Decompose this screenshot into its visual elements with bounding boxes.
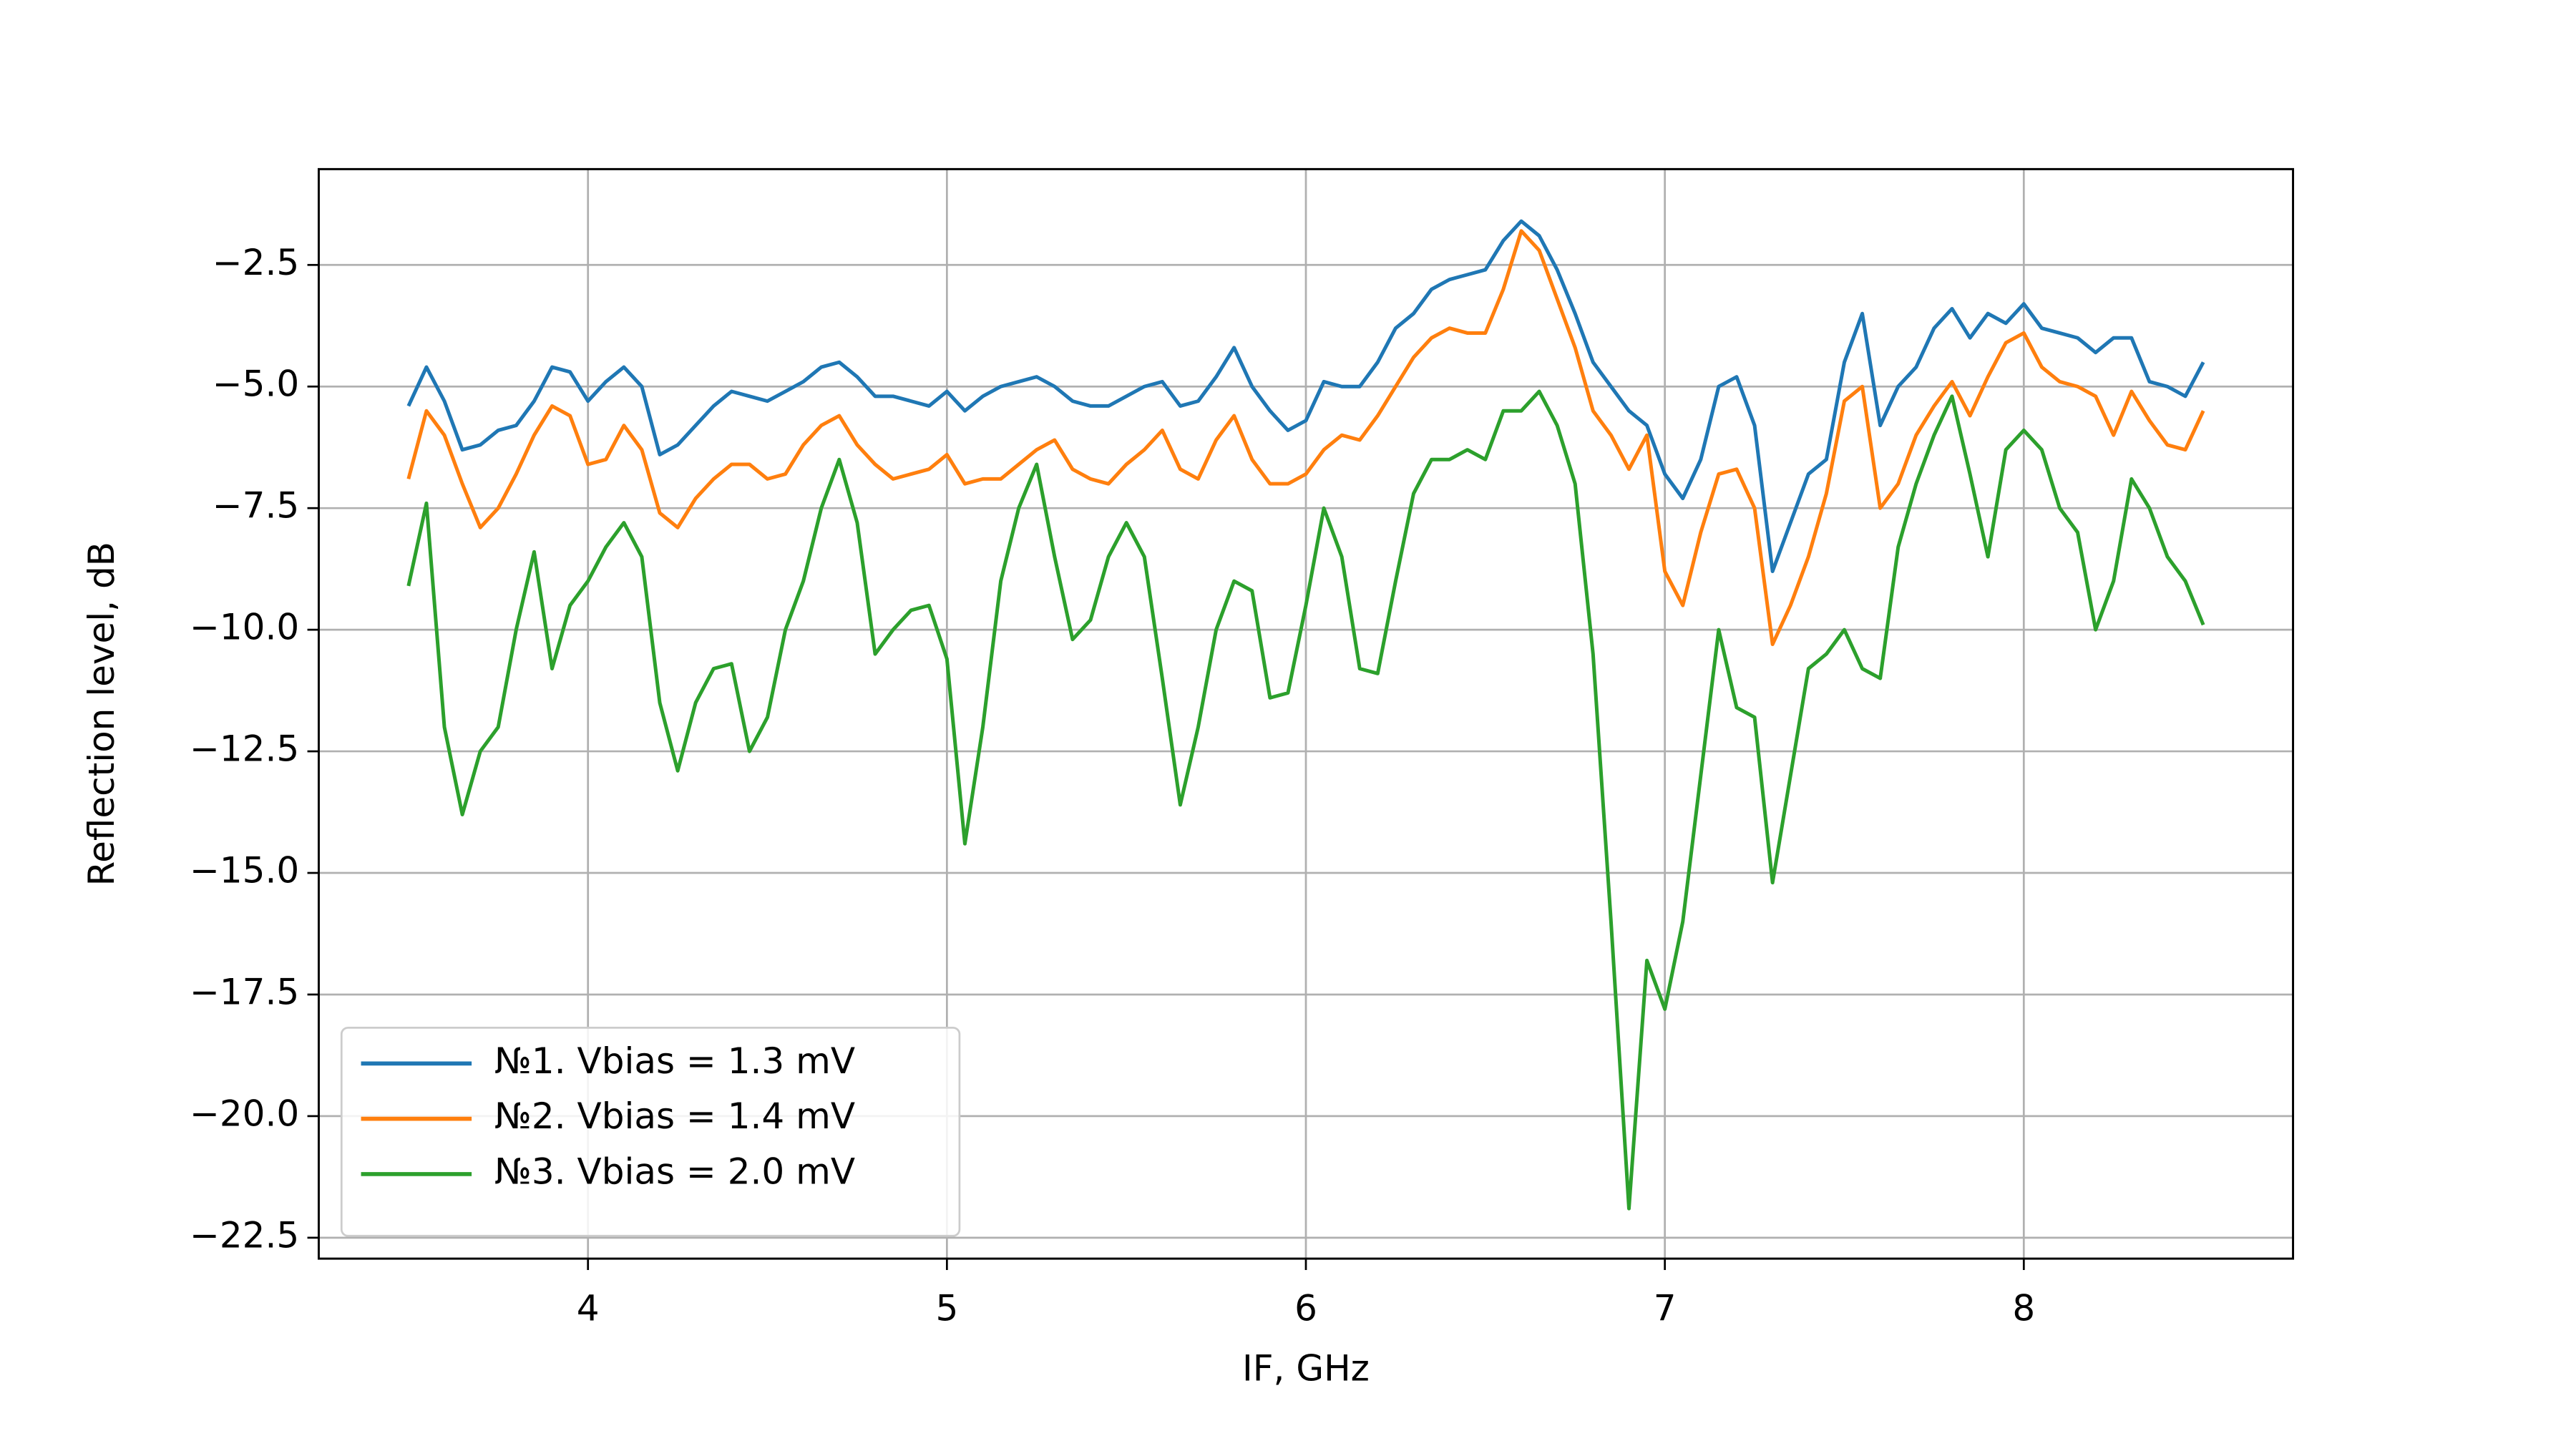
- data-line: [406, 389, 2205, 1211]
- x-tick-label: 4: [577, 1287, 600, 1329]
- data-line: [406, 229, 2205, 647]
- x-tick-label: 7: [1654, 1287, 1677, 1329]
- x-axis-label: IF, GHz: [1242, 1347, 1370, 1389]
- plot-frame: [317, 167, 2295, 1260]
- data-line: [406, 219, 2205, 574]
- y-tick-label: −5.0: [213, 363, 299, 405]
- x-tick-label: 5: [935, 1287, 958, 1329]
- x-tick-label: 8: [2012, 1287, 2035, 1329]
- legend-box: [340, 1027, 961, 1237]
- y-tick-label: −15.0: [190, 850, 299, 892]
- legend-label: №1. Vbias = 1.3 mV: [494, 1040, 855, 1082]
- y-tick-label: −20.0: [190, 1093, 299, 1134]
- y-tick-label: −22.5: [190, 1214, 299, 1256]
- legend-label: №2. Vbias = 1.4 mV: [494, 1095, 855, 1137]
- legend-label: №3. Vbias = 2.0 mV: [494, 1151, 855, 1192]
- x-tick-label: 6: [1294, 1287, 1317, 1329]
- y-tick-label: −2.5: [213, 242, 299, 283]
- y-axis-label: Reflection level, dB: [81, 542, 122, 886]
- y-tick-label: −17.5: [190, 971, 299, 1012]
- y-tick-label: −7.5: [213, 485, 299, 527]
- y-tick-label: −10.0: [190, 607, 299, 648]
- y-tick-label: −12.5: [190, 728, 299, 770]
